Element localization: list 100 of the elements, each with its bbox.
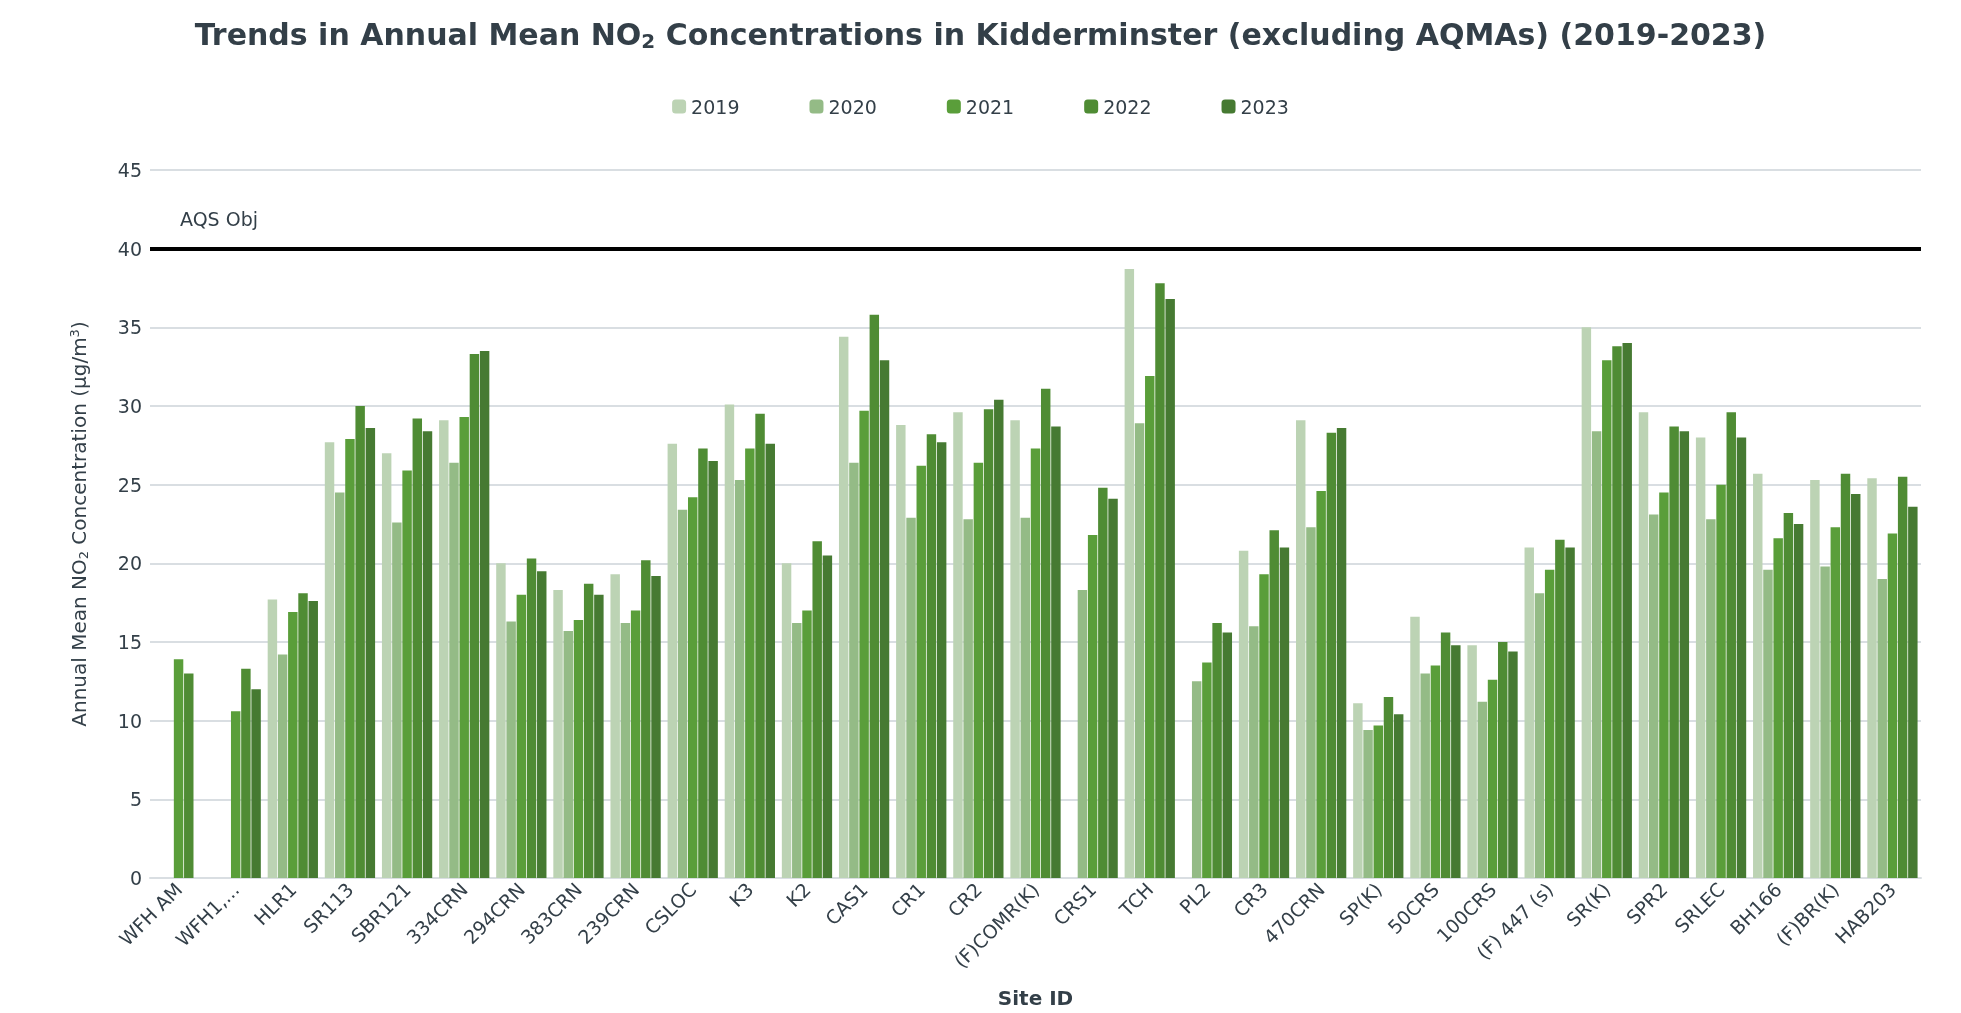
bar bbox=[781, 563, 792, 878]
bar bbox=[563, 630, 573, 878]
bar bbox=[822, 555, 833, 878]
bar bbox=[1622, 343, 1632, 878]
bar bbox=[963, 519, 973, 878]
bar bbox=[479, 350, 490, 878]
bar bbox=[698, 448, 708, 878]
bar bbox=[496, 563, 506, 878]
y-tick-label: 25 bbox=[117, 473, 142, 496]
bar bbox=[1306, 527, 1316, 878]
bar bbox=[1020, 517, 1031, 878]
bar bbox=[469, 354, 480, 878]
y-tick-label: 20 bbox=[117, 552, 142, 575]
bar bbox=[308, 601, 318, 878]
x-tick-label: TCH bbox=[1114, 878, 1158, 922]
bar bbox=[537, 571, 547, 878]
bar bbox=[1840, 473, 1851, 878]
y-tick-label: 0 bbox=[129, 867, 142, 889]
bar bbox=[1145, 376, 1155, 878]
bar bbox=[1706, 519, 1716, 878]
bar bbox=[1810, 479, 1820, 878]
legend-label: 2023 bbox=[1240, 95, 1289, 118]
y-axis-title: Annual Mean NO2 Concentration (µg/m3) bbox=[67, 321, 91, 727]
bar bbox=[1077, 590, 1088, 878]
bar bbox=[630, 610, 641, 878]
legend-label: 2021 bbox=[965, 95, 1015, 118]
bar bbox=[1736, 437, 1747, 878]
x-tick-label: CR3 bbox=[1228, 878, 1272, 922]
bar bbox=[1383, 697, 1394, 878]
bar bbox=[953, 412, 963, 878]
bar bbox=[267, 599, 278, 878]
bar bbox=[1773, 538, 1783, 878]
bar bbox=[439, 420, 449, 878]
bar bbox=[641, 560, 651, 878]
x-tick-label: K2 bbox=[781, 878, 815, 912]
bar bbox=[1430, 665, 1441, 878]
bar bbox=[1716, 484, 1726, 878]
bar bbox=[859, 410, 869, 878]
bar bbox=[1867, 478, 1877, 878]
bar bbox=[1336, 428, 1347, 878]
bar bbox=[573, 619, 584, 878]
bar bbox=[1098, 487, 1108, 878]
bar bbox=[1420, 673, 1430, 878]
bar bbox=[241, 668, 251, 878]
bar bbox=[1820, 566, 1830, 878]
bar bbox=[1581, 327, 1592, 878]
bar bbox=[449, 462, 459, 878]
bar bbox=[792, 623, 802, 878]
bar bbox=[994, 399, 1004, 878]
bar bbox=[324, 442, 335, 878]
bar bbox=[1793, 524, 1804, 878]
bar bbox=[1440, 632, 1451, 878]
y-tick-label: 15 bbox=[117, 631, 142, 653]
bar bbox=[298, 593, 308, 878]
bar bbox=[1040, 388, 1051, 878]
bar bbox=[1373, 725, 1383, 878]
bar bbox=[802, 610, 812, 878]
bar bbox=[1565, 547, 1575, 878]
y-tick-label: 30 bbox=[117, 395, 142, 417]
y-tick-label: 40 bbox=[117, 237, 142, 260]
bar bbox=[392, 522, 402, 878]
x-tick-label: K3 bbox=[724, 878, 758, 912]
bar bbox=[1591, 431, 1602, 878]
bar bbox=[1296, 420, 1306, 878]
bar bbox=[1467, 645, 1477, 878]
bar bbox=[765, 443, 775, 878]
bar bbox=[620, 623, 631, 878]
bar bbox=[1783, 512, 1794, 878]
bar bbox=[1612, 346, 1622, 878]
bar bbox=[936, 442, 947, 878]
bar bbox=[916, 465, 926, 878]
bar bbox=[1638, 412, 1649, 878]
bar bbox=[1850, 494, 1861, 878]
bar bbox=[667, 443, 678, 878]
bar bbox=[335, 492, 345, 878]
bar bbox=[1238, 550, 1249, 878]
bar bbox=[724, 404, 735, 878]
bar bbox=[973, 462, 984, 878]
bar bbox=[651, 575, 661, 878]
y-tick-label: 10 bbox=[117, 709, 142, 732]
bar bbox=[1259, 574, 1269, 878]
bar bbox=[1051, 426, 1061, 878]
bar bbox=[459, 417, 469, 878]
x-axis-title: Site ID bbox=[997, 986, 1074, 1010]
bar bbox=[879, 360, 890, 878]
bar bbox=[869, 314, 880, 878]
bar bbox=[708, 461, 718, 878]
bar bbox=[184, 673, 194, 878]
bar bbox=[1010, 420, 1020, 878]
bar bbox=[677, 509, 688, 878]
bar bbox=[1669, 426, 1679, 878]
bar bbox=[1165, 299, 1175, 878]
bar bbox=[1134, 423, 1145, 878]
bar bbox=[983, 409, 994, 878]
bar bbox=[381, 453, 392, 878]
y-tick-label: 5 bbox=[129, 788, 142, 811]
bar bbox=[1524, 547, 1534, 878]
bar bbox=[1648, 514, 1659, 878]
bar bbox=[1451, 645, 1461, 878]
bar bbox=[1353, 703, 1363, 878]
